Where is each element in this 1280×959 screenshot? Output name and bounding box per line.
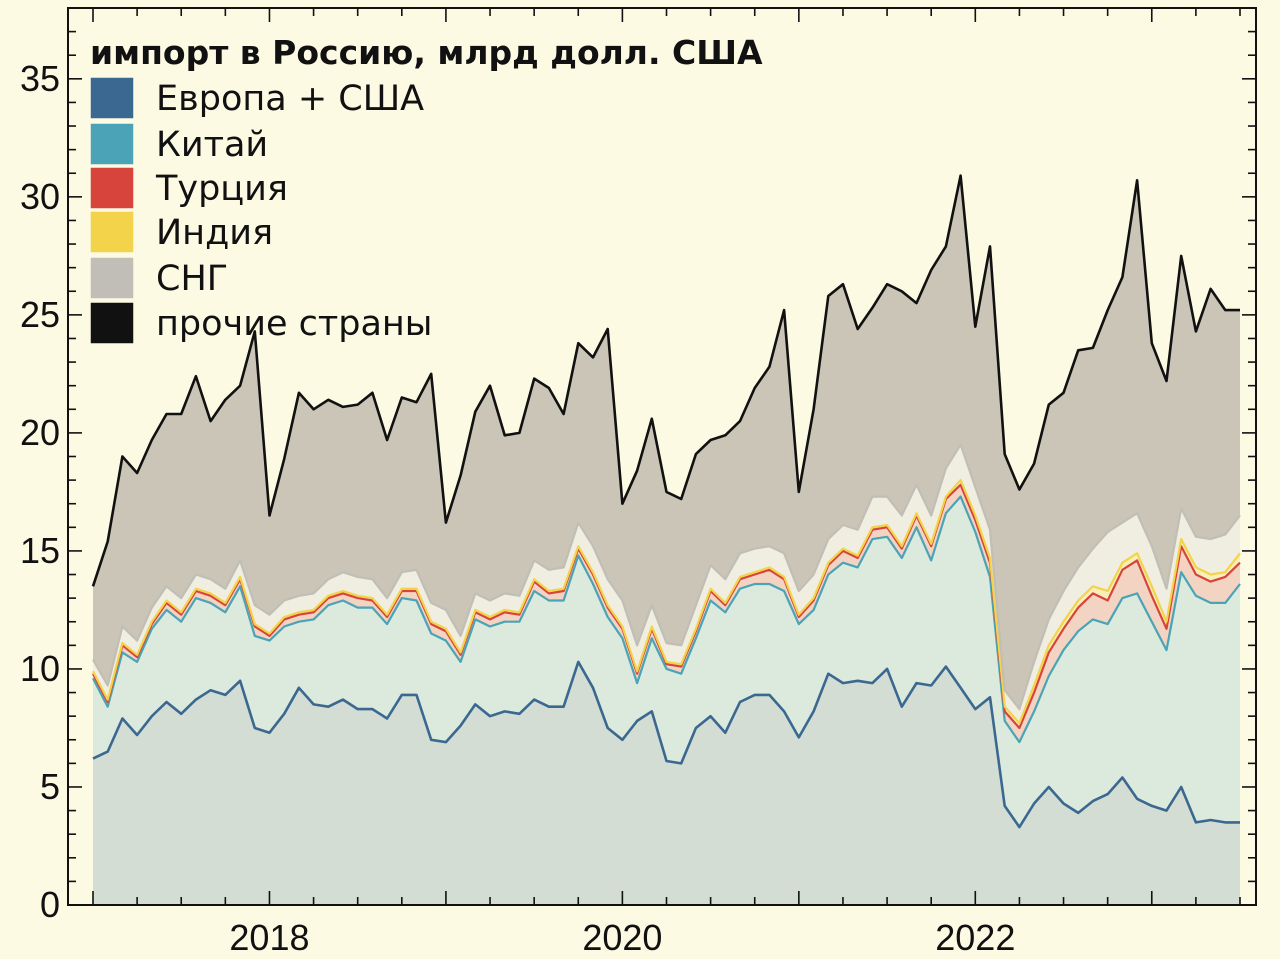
y-tick-label: 20 — [20, 412, 60, 453]
area-band-европа-plus-сша — [93, 661, 1240, 905]
legend-swatch-европа-plus-сша — [89, 76, 135, 120]
y-tick-label: 25 — [20, 294, 60, 335]
legend-label-китай: Китай — [156, 125, 268, 165]
series-line-турция — [92, 483, 1241, 730]
y-tick-label: 0 — [40, 884, 60, 925]
y-tick-label: 15 — [20, 530, 60, 571]
series-lines — [91, 174, 1241, 829]
legend-swatch-прочие-страны — [89, 301, 135, 345]
y-tick-label: 5 — [40, 766, 60, 807]
legend-swatch-снг — [89, 256, 135, 300]
legend-label-европа-plus-сша: Европа + США — [156, 79, 424, 119]
series-line-прочие-страны — [91, 174, 1240, 587]
x-tick-label: 2020 — [582, 917, 662, 958]
legend-swatch-индия — [89, 210, 135, 254]
legend-label-индия: Индия — [156, 213, 273, 253]
series-line-индия — [92, 479, 1241, 725]
x-tick-label: 2018 — [229, 917, 309, 958]
area-band-китай — [93, 496, 1240, 828]
series-line-китай — [92, 495, 1241, 744]
series-line-европа-plus-сша — [92, 660, 1240, 829]
y-tick-label: 35 — [20, 58, 60, 99]
y-tick-label: 30 — [20, 176, 60, 217]
legend-title: импорт в Россию, млрд долл. США — [90, 33, 763, 72]
legend-swatch-китай — [89, 122, 135, 166]
area-band-прочие-страны — [93, 175, 1240, 710]
stacked-areas — [93, 175, 1240, 905]
y-tick-label: 10 — [20, 648, 60, 689]
legend-label-прочие-страны: прочие страны — [156, 304, 432, 344]
legend: импорт в Россию, млрд долл. США Европа +… — [89, 33, 763, 345]
series-line-снг — [92, 443, 1241, 711]
x-tick-label: 2022 — [935, 917, 1015, 958]
legend-label-снг: СНГ — [156, 259, 228, 299]
legend-label-турция: Турция — [155, 169, 288, 209]
axes: 0 5 10 15 20 25 30 35 2018 2020 2022 — [20, 7, 1257, 958]
legend-swatch-турция — [89, 166, 135, 210]
